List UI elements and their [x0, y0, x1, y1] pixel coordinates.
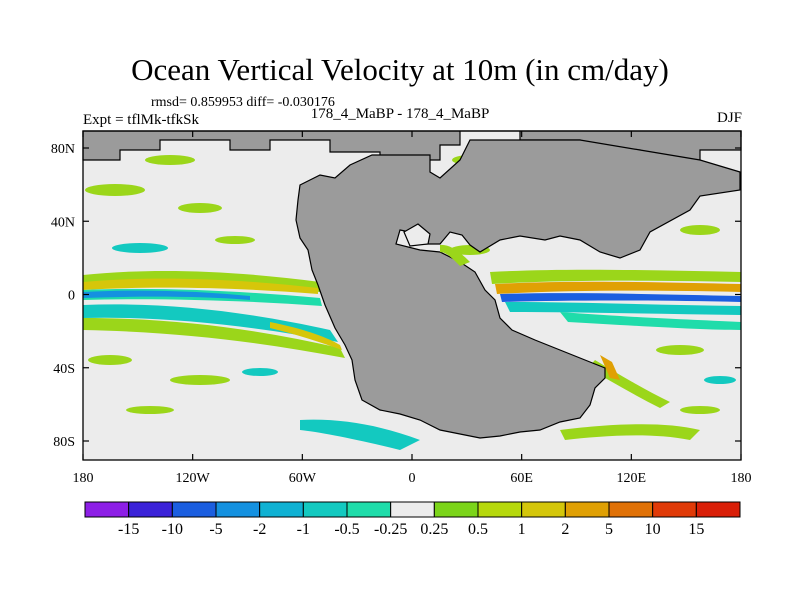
colorbar-label: 15	[688, 521, 704, 538]
field-band-eq-west-yellow	[83, 278, 318, 294]
y-tick-label: 80N	[51, 142, 75, 157]
colorbar-label: -5	[209, 521, 222, 538]
x-tick-label: 60W	[289, 471, 317, 486]
colorbar-swatch	[564, 501, 610, 518]
colorbar-label: 0.25	[420, 521, 448, 538]
colorbar-swatch	[128, 501, 173, 518]
field-patch	[112, 243, 168, 253]
x-tick-label: 180	[731, 471, 752, 486]
y-ticks-group: 80N 40N 0 40S 80S	[51, 142, 741, 450]
field-band-eq-east-blue	[500, 293, 741, 302]
x-ticks-group: 180 120W 60W 0 60E 120E 180	[73, 131, 752, 486]
colorbar-label: 1	[518, 521, 526, 538]
colorbar-swatch	[84, 501, 130, 518]
field-patch	[178, 203, 222, 213]
colorbar-swatch	[477, 501, 523, 518]
colorbar-label: -0.5	[334, 521, 359, 538]
land-inland-sea-green	[440, 244, 470, 266]
y-tick-label: 40N	[51, 215, 75, 230]
field-patch	[85, 184, 145, 196]
colorbar-label: -1	[297, 521, 310, 538]
field-patch	[145, 155, 195, 165]
field-patch	[170, 375, 230, 385]
field-patch	[680, 406, 720, 414]
colorbar-label: -0.25	[374, 521, 407, 538]
colorbar-swatch	[259, 501, 304, 518]
chart-subtitle: 178_4_MaBP - 178_4_MaBP	[310, 106, 490, 122]
field-patch	[242, 368, 278, 376]
field-band-south-east-diag-orange	[600, 355, 620, 380]
field-band-south-west-cyan	[83, 304, 338, 342]
stats-line: rmsd= 0.859953 diff= -0.030176	[151, 95, 335, 110]
colorbar-label: 0.5	[468, 521, 488, 538]
y-tick-label: 80S	[53, 435, 75, 450]
colorbar-group: -15 -10 -5 -2 -1 -0.5 -0.25 0.25 0.5 1 2 5 10 15	[84, 501, 741, 538]
y-tick-label: 0	[68, 289, 75, 304]
colorbar-label: 10	[645, 521, 661, 538]
field-patch	[88, 355, 132, 365]
field-patch	[656, 345, 704, 355]
colorbar-swatch	[346, 501, 392, 518]
land-mass-pangaea	[295, 139, 741, 439]
field-patch	[704, 376, 736, 384]
x-tick-label: 120E	[617, 471, 647, 486]
x-tick-label: 60E	[510, 471, 533, 486]
x-tick-label: 120W	[176, 471, 211, 486]
season-label: DJF	[716, 110, 742, 126]
field-band-eq-east-orange	[495, 281, 741, 294]
field-band-south-west-green	[83, 318, 345, 358]
field-patch-southern-green	[560, 424, 700, 440]
colorbar-swatch	[695, 501, 741, 518]
colorbar-swatch	[215, 501, 261, 518]
x-tick-label: 0	[409, 471, 416, 486]
colorbar-label: -10	[162, 521, 183, 538]
field-band-eq-east-green	[490, 269, 741, 284]
colorbar-label: -15	[118, 521, 139, 538]
axes-layer: 180 120W 60W 0 60E 120E 180 80N 40N 0 40S 80S	[51, 130, 752, 486]
colorbar-swatch	[433, 501, 479, 518]
colorbar-swatch	[302, 501, 348, 518]
field-patch-southern-cyan	[300, 419, 420, 450]
colorbar-swatch	[171, 501, 217, 518]
colorbar-swatch	[390, 501, 435, 518]
experiment-label: Expt = tflMk-tfkSk	[83, 112, 199, 128]
land-layer	[82, 130, 742, 439]
field-band-south-east-cyan	[560, 312, 741, 330]
colorbar-label: 2	[561, 521, 569, 538]
colorbar-swatch	[608, 501, 654, 518]
field-band-south-west-yellow	[270, 322, 342, 350]
colorbar-label: -2	[253, 521, 266, 538]
colorbar-label: 5	[605, 521, 613, 538]
field-band-eq-west-blue	[83, 290, 250, 300]
colorbar-swatch	[521, 501, 566, 518]
chart-title: Ocean Vertical Velocity at 10m (in cm/da…	[131, 52, 669, 87]
y-tick-label: 40S	[53, 362, 75, 377]
land-inland-sea	[403, 223, 431, 247]
field-patch	[215, 236, 255, 244]
field-patch	[680, 225, 720, 235]
colorbar-swatch	[652, 501, 697, 518]
field-patch	[126, 406, 174, 414]
field-band-eq-east-cyan	[505, 302, 741, 315]
x-tick-label: 180	[73, 471, 94, 486]
